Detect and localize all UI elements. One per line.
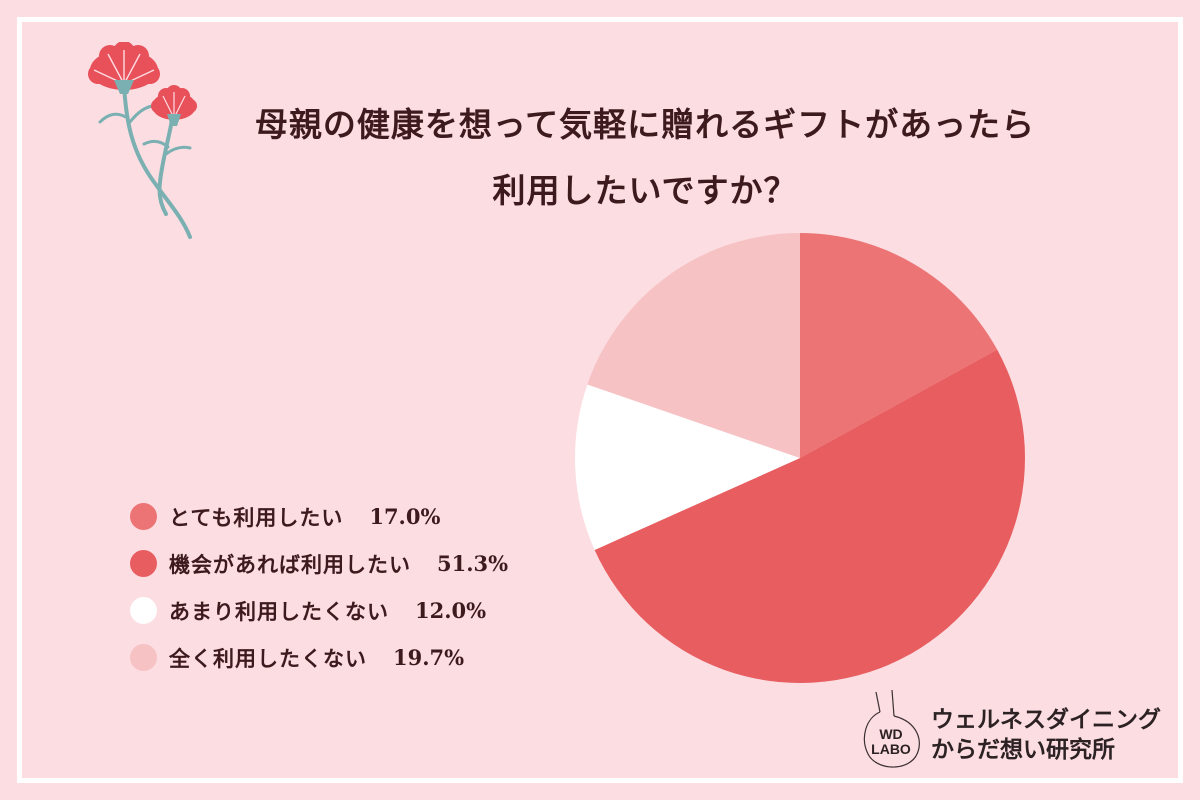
pie-slice xyxy=(575,384,800,550)
legend-swatch-icon xyxy=(130,503,157,530)
legend-label: 全く利用したくない xyxy=(169,645,367,671)
legend-swatch-icon xyxy=(130,550,157,577)
logo-text-wd: WD xyxy=(879,726,903,742)
brand-block: WD LABO ウェルネスダイニング からだ想い研究所 xyxy=(862,689,1161,780)
pie-slice xyxy=(800,233,998,458)
carnation-icon xyxy=(88,42,197,239)
legend-item: 機会があれば利用したい 51.3% xyxy=(130,540,508,587)
pie-slice xyxy=(587,233,800,458)
legend-label: とても利用したい xyxy=(169,504,344,530)
brand-name: ウェルネスダイニング からだ想い研究所 xyxy=(931,705,1161,765)
logo-text-labo: LABO xyxy=(871,741,911,757)
pie-chart xyxy=(575,233,1025,683)
pie-slice xyxy=(594,349,1025,683)
legend-item: 全く利用したくない 19.7% xyxy=(130,634,508,681)
brand-name-line-2: からだ想い研究所 xyxy=(931,737,1115,763)
chart-title: 母親の健康を想って気軽に贈れるギフトがあったら 利用したいですか？ xyxy=(0,92,1200,224)
legend-swatch-icon xyxy=(130,597,157,624)
title-line-1: 母親の健康を想って気軽に贈れるギフトがあったら xyxy=(254,105,1036,144)
chart-legend: とても利用したい 17.0% 機会があれば利用したい 51.3% あまり利用した… xyxy=(130,493,508,681)
legend-value: 17.0% xyxy=(369,504,441,529)
legend-item: あまり利用したくない 12.0% xyxy=(130,587,508,634)
decorative-frame xyxy=(17,17,1183,783)
legend-label: あまり利用したくない xyxy=(169,598,389,624)
legend-value: 12.0% xyxy=(415,598,487,623)
wd-labo-logo: WD LABO xyxy=(862,689,937,780)
title-line-2: 利用したいですか？ xyxy=(492,171,798,210)
legend-value: 51.3% xyxy=(437,551,509,576)
legend-value: 19.7% xyxy=(393,645,465,670)
flask-icon xyxy=(863,689,920,768)
brand-name-line-1: ウェルネスダイニング xyxy=(931,707,1161,733)
legend-swatch-icon xyxy=(130,644,157,671)
legend-label: 機会があれば利用したい xyxy=(169,551,411,577)
legend-item: とても利用したい 17.0% xyxy=(130,493,508,540)
